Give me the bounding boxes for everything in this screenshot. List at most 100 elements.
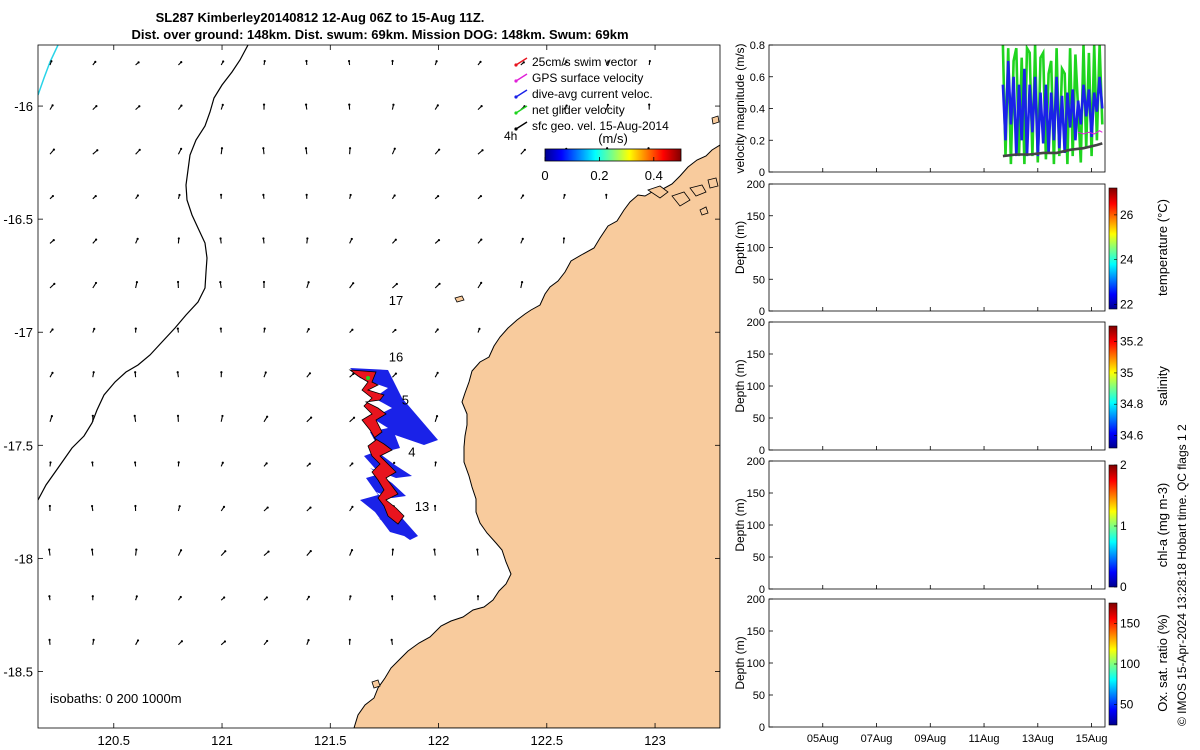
map-frame — [37, 44, 721, 729]
velocity-arrow-head — [391, 548, 394, 551]
map-axis-ticks: 120.5 121 121.5 122 122.5 123 -16 -16.5 -17 -17.5… — [3, 45, 720, 748]
velocity-arrow-head — [223, 596, 226, 599]
velocity-arrow-head — [306, 237, 309, 240]
velocity-arrow-head — [264, 371, 267, 374]
velocity-arrow-head — [263, 327, 266, 330]
velocity-arrow-head — [393, 194, 396, 197]
velocity-arrow-head — [308, 462, 311, 465]
panel-background — [769, 184, 1105, 311]
velocity-arrow-head — [138, 148, 141, 151]
velocity-arrow-head — [476, 595, 480, 598]
y-tick-label: 0.8 — [750, 40, 765, 52]
velocity-arrow-head — [220, 371, 223, 374]
day-label: 17 — [389, 293, 403, 308]
series-line — [1077, 130, 1103, 135]
speed-colorbar-label: (m/s) — [598, 131, 628, 146]
velocity-arrow-head — [607, 60, 610, 63]
velocity-arrow-head — [305, 193, 308, 196]
swim-vector-ribbon — [348, 369, 405, 525]
velocity-arrow-head — [180, 640, 183, 643]
velocity-arrow-head — [48, 595, 51, 598]
y-tick-label: 150 — [747, 211, 765, 223]
y-axis-label: Depth (m) — [733, 359, 747, 412]
velocity-arrow-head — [51, 104, 54, 107]
legend-swatch — [515, 121, 528, 130]
x-tick-label: 09Aug — [914, 733, 946, 745]
series-line — [1002, 142, 1103, 158]
map-x-tick-label: 122 — [428, 733, 450, 748]
velocity-arrow-head — [478, 327, 481, 330]
velocity-arrow-head — [262, 193, 265, 196]
colorbar — [1108, 325, 1118, 449]
velocity-arrow-head — [138, 105, 141, 108]
velocity-arrow-head — [309, 506, 312, 509]
legend-label: dive-avg current veloc. — [532, 87, 653, 101]
velocity-arrow-head — [437, 194, 440, 198]
legend-swatch-dot — [514, 79, 518, 83]
colorbar-label: Ox. sat. ratio (%) — [1155, 614, 1170, 712]
velocity-arrow-head — [307, 281, 310, 284]
velocity-arrow-head — [347, 59, 351, 63]
velocity-arrow-head — [351, 505, 354, 508]
velocity-arrow-head — [50, 60, 53, 63]
velocity-arrow-head — [220, 147, 224, 150]
velocity-arrow-head — [479, 194, 483, 198]
day-label: 13 — [415, 499, 429, 514]
velocity-arrow-head — [565, 104, 568, 107]
colorbar-tick-label: 22 — [1120, 298, 1134, 312]
velocity-arrow-head — [480, 281, 483, 285]
velocity-arrow-head — [348, 638, 351, 641]
colorbar-tick-label: 1 — [1120, 519, 1127, 533]
map-y-tick-label: -17 — [14, 325, 33, 340]
velocity-arrow-head — [221, 461, 224, 464]
velocity-arrow-head — [223, 640, 227, 643]
map-x-tick-label: 122.5 — [531, 733, 564, 748]
velocity-arrow-head — [433, 595, 436, 598]
velocity-arrow-head — [95, 105, 98, 108]
y-tick-label: 50 — [753, 413, 765, 425]
velocity-arrow-head — [135, 548, 138, 551]
velocity-arrow-head — [304, 147, 308, 150]
velocity-arrow-head — [92, 638, 95, 641]
velocity-arrow-head — [521, 237, 524, 240]
velocity-arrow-head — [177, 461, 180, 464]
imos-credit: © IMOS 15-Apr-2024 13:28:18 Hobart time.… — [1175, 424, 1189, 726]
velocity-arrow-head — [49, 461, 52, 464]
y-tick-label: 50 — [753, 690, 765, 702]
y-tick-label: 100 — [747, 520, 765, 532]
velocity-arrow-head — [436, 328, 439, 331]
velocity-arrow-head — [648, 59, 651, 63]
velocity-arrow-head — [50, 415, 53, 418]
y-tick-label: 0 — [759, 306, 765, 318]
colorbar-label: salinity — [1155, 366, 1170, 406]
velocity-arrow-head — [348, 147, 352, 150]
velocity-arrow-head — [219, 327, 222, 330]
velocity-arrow-head — [224, 550, 227, 553]
velocity-arrow-head — [436, 104, 439, 107]
title-line-2: Dist. over ground: 148km. Dist. swum: 69… — [131, 27, 628, 42]
velocity-arrow-head — [222, 505, 226, 508]
velocity-arrow-head — [262, 103, 266, 106]
surface-velocity-field — [48, 59, 651, 646]
velocity-arrow-head — [222, 60, 225, 63]
net-glider-velocity-marker — [366, 376, 370, 380]
panel-background — [769, 599, 1105, 727]
y-tick-label: 0 — [759, 584, 765, 596]
velocity-arrow-head — [94, 281, 98, 285]
velocity-arrow-head — [48, 548, 51, 551]
panel-background — [769, 322, 1105, 450]
velocity-arrow-head — [221, 103, 224, 106]
colorbar-tick-label: 0 — [1120, 580, 1127, 594]
y-tick-label: 0.2 — [750, 135, 765, 147]
velocity-arrow-head — [219, 237, 222, 240]
speed-colorbar-ticks: 0 0.2 0.4 — [541, 157, 663, 183]
colorbar-tick-label: 35 — [1120, 366, 1134, 380]
speed-colorbar-tick-label: 0.2 — [590, 168, 608, 183]
speed-colorbar-tick-label: 0 — [541, 168, 548, 183]
panel-frame — [768, 44, 1106, 173]
y-tick-label: 0.4 — [750, 104, 765, 116]
colorbar-label: temperature (°C) — [1155, 199, 1170, 296]
velocity-arrow-head — [394, 238, 397, 241]
